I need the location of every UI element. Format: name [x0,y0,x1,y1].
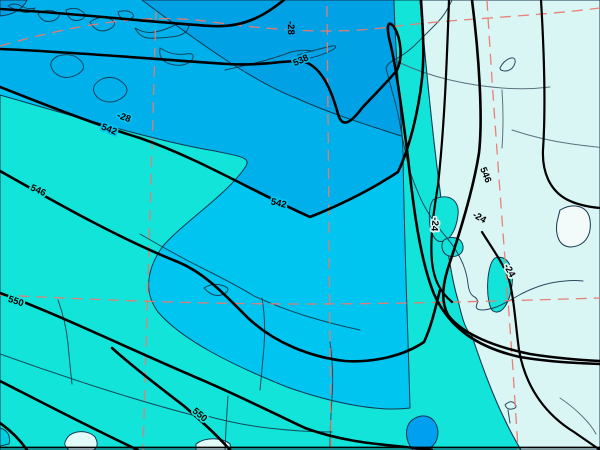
graticule-meridian-east [486,0,519,450]
border-central [0,233,361,450]
contour-534-path [0,0,286,28]
graticule-parallel-south [0,294,600,305]
contour-550b-path [110,346,232,450]
temp-contour-label--28: -28 [285,21,296,35]
graticule-meridian-center [326,5,332,450]
isotherm-minus24-a-path [430,0,454,304]
border-northeast [397,61,600,149]
isotherm-minus24-b-path [480,230,600,450]
contour-538-path [0,22,600,366]
contour-546-east-path [441,0,600,363]
fill-upper-blue-zone [0,0,600,217]
fill-white-blob [556,205,591,248]
coastline-lakes [50,54,128,103]
contour-554-path [0,379,140,450]
temp-contour-label--24: -24 [428,217,440,232]
contour-546-west-path [0,169,442,363]
fill-pale-cyan-region [419,0,600,450]
fill-left-edge-teal-patch [0,427,11,447]
isotherm-east-path [539,0,600,210]
fill-bottom-blue-blob [406,415,439,450]
contour-542-path [0,0,425,219]
coastline-bay-curl [504,401,517,424]
coastline-sound-long-island [224,45,516,72]
fill-cyan-blob-1 [428,196,459,242]
border-southeast [559,397,597,435]
